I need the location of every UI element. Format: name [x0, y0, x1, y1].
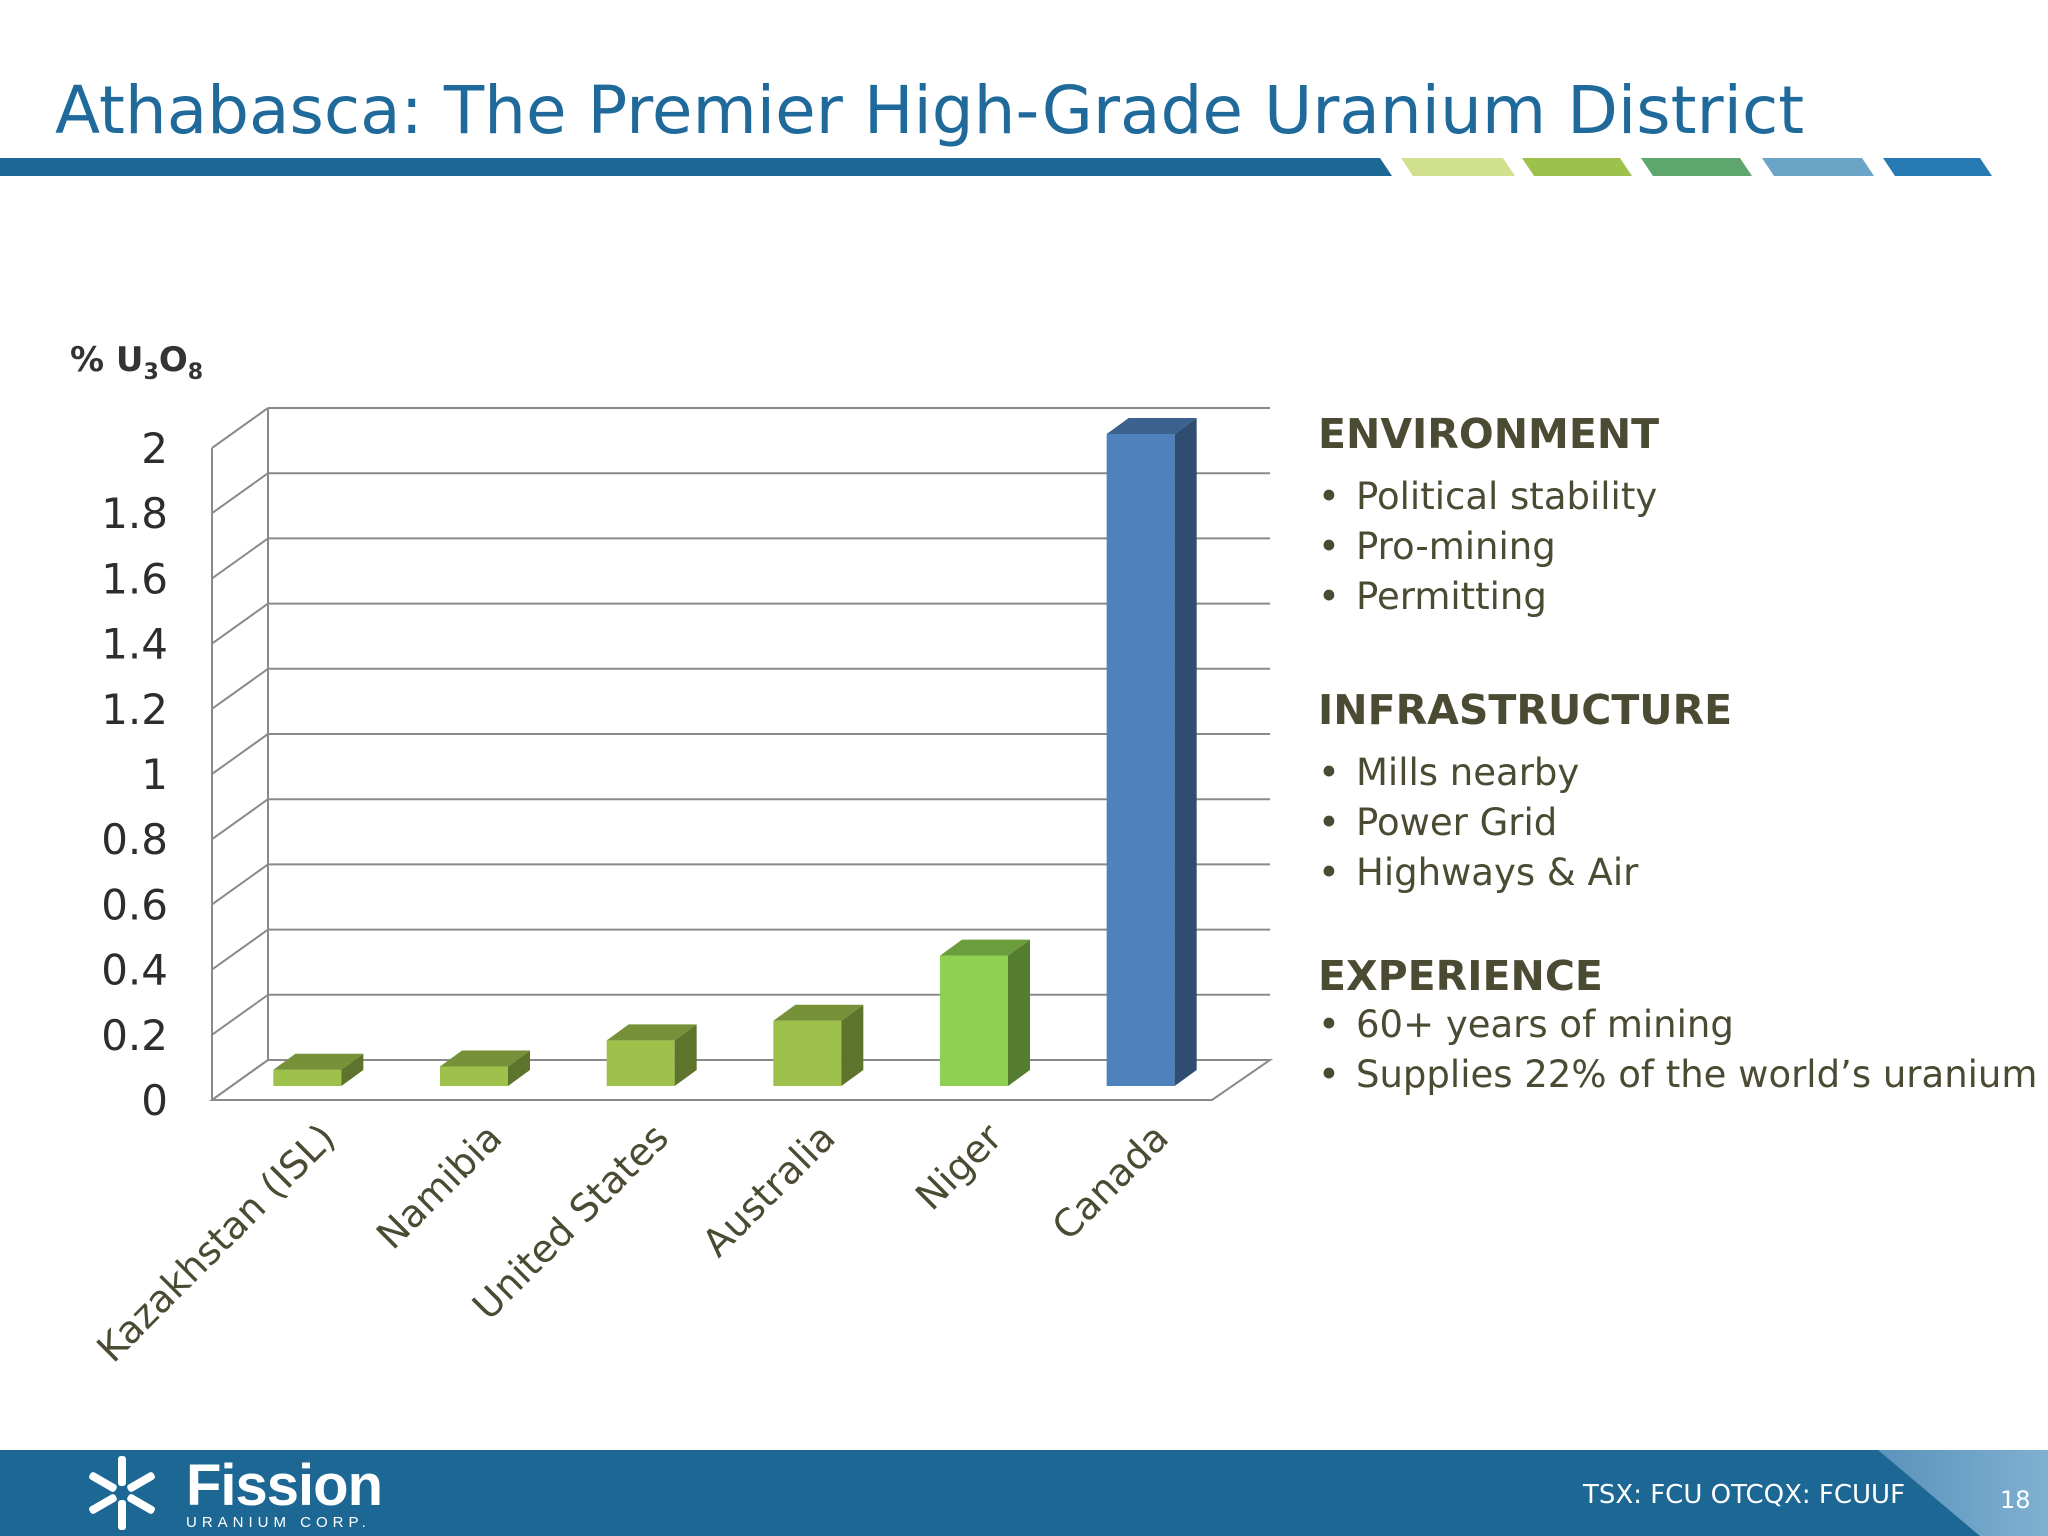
- x-tick-label: Niger: [907, 1115, 1011, 1219]
- bar-top: [606, 1024, 697, 1041]
- title-divider: [0, 158, 1992, 176]
- y-tick-label: 1.6: [101, 554, 168, 603]
- list-item: Permitting: [1318, 572, 1659, 622]
- bar-1: [440, 1050, 530, 1086]
- x-tick-label: Australia: [694, 1115, 844, 1265]
- y-tick-label: 0.6: [101, 880, 168, 929]
- bar-2: [606, 1024, 697, 1086]
- list-item: Highways & Air: [1318, 848, 1732, 898]
- bar-front: [606, 1040, 675, 1086]
- slide-title: Athabasca: The Premier High-Grade Uraniu…: [55, 72, 1805, 149]
- list-item: Power Grid: [1318, 798, 1732, 848]
- bar-side: [841, 1004, 864, 1086]
- section-heading: ENVIRONMENT: [1318, 410, 1660, 458]
- bar-top: [940, 939, 1030, 956]
- y-tick-label: 1: [141, 750, 168, 799]
- bar-top: [773, 1004, 864, 1021]
- gridline-depth: [211, 537, 269, 580]
- bar-side: [1174, 418, 1197, 1086]
- y-tick-label: 1.2: [101, 685, 168, 734]
- logo-subtitle: URANIUM CORP.: [186, 1514, 371, 1531]
- chart-bars: [273, 418, 1197, 1086]
- gridline-depth: [211, 472, 269, 515]
- bar-side: [1008, 939, 1030, 1086]
- bar-chart: 0 0.2 0.4 0.6 0.8 1 1.2 1.4 1.6 1.8 2 Kazakhstan (…: [88, 407, 1274, 1371]
- list-item: 60+ years of mining: [1318, 1000, 2037, 1050]
- bar-front: [1106, 434, 1175, 1086]
- footer-bar: [0, 1450, 2048, 1536]
- bar-top: [440, 1050, 530, 1067]
- page-number: 18: [2000, 1486, 2031, 1514]
- y-tick-labels: 0 0.2 0.4 0.6 0.8 1 1.2 1.4 1.6 1.8 2: [101, 424, 168, 1125]
- y-tick-label: 0.4: [101, 946, 168, 995]
- section-environment: ENVIRONMENT Political stability Pro-mini…: [1318, 410, 1659, 622]
- gridline-depth: [211, 993, 269, 1036]
- bar-3: [773, 1004, 864, 1086]
- section-heading: INFRASTRUCTURE: [1318, 686, 1733, 734]
- bar-top: [273, 1053, 364, 1070]
- section-infrastructure: INFRASTRUCTURE Mills nearby Power Grid H…: [1318, 686, 1732, 898]
- gridline-depth: [211, 863, 269, 906]
- gridline-depth: [211, 602, 269, 645]
- x-tick-label: Kazakhstan (ISL): [88, 1115, 343, 1370]
- bar-side: [341, 1053, 364, 1086]
- bar-front: [940, 955, 1008, 1086]
- ticker-symbols: TSX: FCU OTCQX: FCUUF: [1583, 1480, 1906, 1510]
- y-tick-label: 1.4: [101, 620, 168, 669]
- bar-front: [773, 1020, 842, 1086]
- bar-top: [1106, 418, 1197, 434]
- gridline-depth: [211, 667, 269, 710]
- y-tick-label: 0.2: [101, 1011, 168, 1060]
- x-tick-label: Namibia: [368, 1115, 510, 1257]
- gridline-depth: [211, 928, 269, 971]
- y-axis-label: % U3O8: [70, 340, 204, 385]
- list-item: Political stability: [1318, 472, 1659, 522]
- fission-logo-icon: [89, 1456, 155, 1530]
- x-tick-label: Canada: [1044, 1115, 1177, 1248]
- gridline-depth: [211, 733, 269, 775]
- section-heading: EXPERIENCE: [1318, 952, 1603, 1000]
- bar-4: [940, 939, 1030, 1086]
- gridline-depth: [211, 798, 269, 841]
- bar-0: [273, 1053, 364, 1086]
- logo-wordmark: Fission: [186, 1453, 383, 1518]
- y-tick-label: 1.8: [101, 489, 168, 538]
- y-tick-label: 0.8: [101, 815, 168, 864]
- y-tick-label: 2: [141, 424, 168, 473]
- y-tick-label: 0: [141, 1076, 168, 1125]
- gridline-depth: [211, 407, 269, 449]
- list-item: Mills nearby: [1318, 748, 1732, 798]
- list-item: Pro-mining: [1318, 522, 1659, 572]
- bar-front: [273, 1069, 342, 1086]
- list-item: Supplies 22% of the world’s uranium: [1318, 1050, 2037, 1100]
- bar-side: [508, 1050, 530, 1086]
- section-experience: EXPERIENCE 60+ years of mining Supplies …: [1318, 952, 2037, 1100]
- bar-front: [440, 1066, 508, 1086]
- bar-5: [1106, 418, 1197, 1086]
- bar-side: [674, 1024, 697, 1086]
